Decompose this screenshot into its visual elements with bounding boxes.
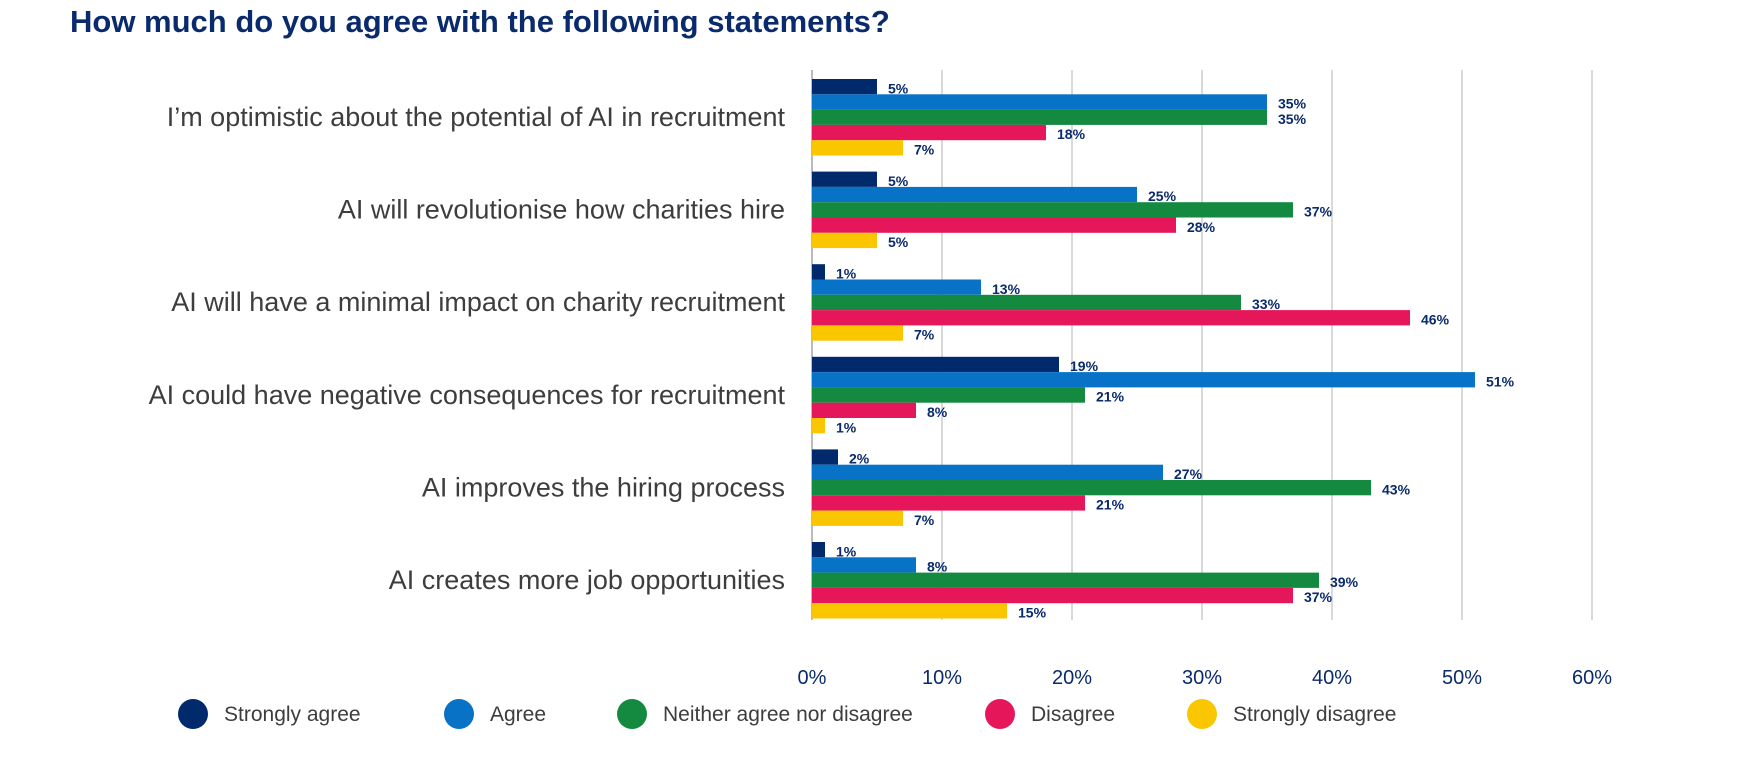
data-label: 27% xyxy=(1174,466,1203,482)
bar xyxy=(812,572,1319,588)
data-label: 25% xyxy=(1148,188,1177,204)
data-label: 37% xyxy=(1304,204,1333,220)
x-tick-label: 60% xyxy=(1572,667,1612,689)
bar xyxy=(812,418,825,434)
bar xyxy=(812,587,1293,604)
data-label: 15% xyxy=(1018,605,1047,621)
x-tick-label: 10% xyxy=(922,667,962,689)
chart-title: How much do you agree with the following… xyxy=(70,4,890,39)
legend-marker xyxy=(617,699,647,729)
x-tick-label: 30% xyxy=(1182,667,1222,689)
data-label: 43% xyxy=(1382,481,1411,497)
data-label: 21% xyxy=(1096,497,1125,513)
bar xyxy=(812,94,1267,110)
data-label: 1% xyxy=(836,543,857,559)
data-label: 5% xyxy=(888,173,909,189)
bar xyxy=(812,202,1293,218)
bar xyxy=(812,449,838,465)
legend-marker xyxy=(444,699,474,729)
bar xyxy=(812,217,1176,233)
bar xyxy=(812,186,1137,203)
legend-label: Disagree xyxy=(1031,703,1115,726)
data-label: 33% xyxy=(1252,296,1281,312)
legend-label: Strongly agree xyxy=(224,703,361,726)
x-tick-label: 50% xyxy=(1442,667,1482,689)
bar xyxy=(812,109,1267,125)
data-label: 1% xyxy=(836,419,857,435)
bar xyxy=(812,464,1163,480)
data-label: 35% xyxy=(1278,96,1307,112)
category-label: AI will have a minimal impact on charity… xyxy=(171,287,785,317)
data-label: 7% xyxy=(914,142,935,158)
legend-label: Neither agree nor disagree xyxy=(663,703,913,726)
bar xyxy=(812,356,1059,373)
category-label: AI will revolutionise how charities hire xyxy=(338,195,785,225)
category-label: AI improves the hiring process xyxy=(422,472,785,502)
bar xyxy=(812,124,1046,141)
bar xyxy=(812,372,1475,388)
data-label: 51% xyxy=(1486,373,1515,389)
data-label: 8% xyxy=(927,404,948,420)
bar xyxy=(812,557,916,573)
data-label: 46% xyxy=(1421,311,1450,327)
legend-marker xyxy=(1187,699,1217,729)
bar xyxy=(812,542,825,558)
data-label: 7% xyxy=(914,512,935,528)
data-label: 18% xyxy=(1057,126,1086,142)
data-label: 35% xyxy=(1278,111,1307,127)
data-label: 5% xyxy=(888,80,909,96)
bar xyxy=(812,279,981,295)
data-label: 28% xyxy=(1187,219,1216,235)
category-label: AI creates more job opportunities xyxy=(389,565,785,595)
data-label: 19% xyxy=(1070,358,1099,374)
bar xyxy=(812,232,877,249)
x-tick-label: 20% xyxy=(1052,667,1092,689)
bar xyxy=(812,171,877,187)
bar xyxy=(812,495,1085,511)
bar xyxy=(812,325,903,341)
data-label: 1% xyxy=(836,266,857,282)
x-tick-label: 40% xyxy=(1312,667,1352,689)
data-label: 2% xyxy=(849,451,870,467)
data-label: 37% xyxy=(1304,589,1333,605)
bar xyxy=(812,79,877,95)
data-label: 39% xyxy=(1330,574,1359,590)
data-label: 21% xyxy=(1096,389,1125,405)
data-label: 5% xyxy=(888,234,909,250)
category-label: I’m optimistic about the potential of AI… xyxy=(167,102,786,132)
bar xyxy=(812,387,1085,403)
bar xyxy=(812,603,1007,619)
bar xyxy=(812,294,1241,311)
bar xyxy=(812,480,1371,496)
bar xyxy=(812,264,825,280)
data-label: 7% xyxy=(914,327,935,343)
bar xyxy=(812,402,916,418)
data-label: 8% xyxy=(927,559,948,575)
bar xyxy=(812,140,903,156)
legend-label: Strongly disagree xyxy=(1233,703,1396,726)
x-tick-label: 0% xyxy=(798,667,827,689)
data-label: 13% xyxy=(992,281,1021,297)
legend-marker xyxy=(985,699,1015,729)
category-label: AI could have negative consequences for … xyxy=(149,380,786,410)
bar xyxy=(812,310,1410,326)
legend-marker xyxy=(178,699,208,729)
legend-label: Agree xyxy=(490,703,546,726)
bar xyxy=(812,510,903,526)
